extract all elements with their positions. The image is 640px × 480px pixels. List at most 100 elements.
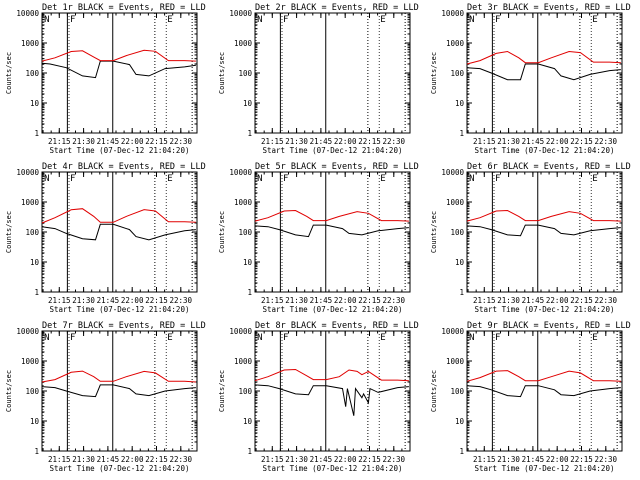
x-tick-label: 21:45 xyxy=(522,296,545,305)
marker-f: F xyxy=(495,333,500,343)
series-lld-line xyxy=(254,209,409,222)
plot-title: Det 8r BLACK = Events, RED = LLD xyxy=(255,321,419,331)
plot-frame xyxy=(254,12,411,134)
series-lld-line xyxy=(254,368,409,382)
series-lld-line xyxy=(41,49,196,62)
y-tick-label: 10000 xyxy=(229,327,252,336)
y-tick-label: 1000 xyxy=(234,198,253,207)
detector-plot-9: Det 9r BLACK = Events, RED = LLD 1 10 100 10… xyxy=(430,321,631,473)
y-tick-label: 1000 xyxy=(446,357,465,366)
plot-frame xyxy=(466,330,623,452)
plot-frame xyxy=(41,171,198,293)
y-tick-label: 100 xyxy=(25,228,39,237)
x-tick-label: 22:30 xyxy=(383,455,406,464)
x-axis-label: Start Time (07-Dec-12 21:04:20) xyxy=(50,464,190,473)
x-tick-label: 22:15 xyxy=(570,296,593,305)
y-tick-label: 1000 xyxy=(446,39,465,48)
x-tick-label: 22:00 xyxy=(334,137,357,146)
series-lld-line xyxy=(41,208,196,224)
y-tick-label: 10 xyxy=(243,99,253,108)
y-axis-label: Counts/sec xyxy=(430,52,438,94)
marker-n: N xyxy=(469,333,474,343)
marker-n: N xyxy=(44,15,49,25)
marker-e: E xyxy=(380,15,385,25)
y-tick-label: 1000 xyxy=(234,357,253,366)
y-tick-label: 10 xyxy=(30,99,40,108)
x-axis-label: Start Time (07-Dec-12 21:04:20) xyxy=(263,305,403,314)
x-tick-label: 22:15 xyxy=(570,455,593,464)
series-lld-line xyxy=(41,370,196,383)
y-tick-label: 10 xyxy=(30,417,40,426)
y-axis-label: Counts/sec xyxy=(218,370,226,412)
marker-n: N xyxy=(257,174,262,184)
x-tick-label: 21:45 xyxy=(97,137,120,146)
plot-title: Det 6r BLACK = Events, RED = LLD xyxy=(467,162,631,172)
x-tick-label: 21:30 xyxy=(497,137,520,146)
series-lld-line xyxy=(466,370,621,382)
plot-title: Det 4r BLACK = Events, RED = LLD xyxy=(42,162,206,172)
x-tick-label: 21:45 xyxy=(97,296,120,305)
marker-f: F xyxy=(495,15,500,25)
y-tick-label: 10 xyxy=(455,99,465,108)
x-tick-label: 22:00 xyxy=(121,296,144,305)
y-tick-label: 1 xyxy=(34,447,39,456)
y-tick-label: 1000 xyxy=(446,198,465,207)
x-tick-label: 22:15 xyxy=(145,455,168,464)
x-tick-label: 22:15 xyxy=(570,137,593,146)
marker-e: E xyxy=(167,174,172,184)
y-tick-label: 1 xyxy=(459,129,464,138)
x-tick-label: 21:30 xyxy=(497,455,520,464)
x-tick-label: 21:15 xyxy=(48,296,71,305)
x-tick-label: 22:15 xyxy=(358,137,381,146)
x-tick-label: 22:00 xyxy=(546,296,569,305)
marker-e: E xyxy=(380,333,385,343)
x-tick-label: 22:30 xyxy=(170,296,193,305)
series-events-line xyxy=(466,63,621,81)
x-tick-label: 21:15 xyxy=(48,137,71,146)
y-tick-label: 10000 xyxy=(441,327,464,336)
y-tick-label: 1000 xyxy=(234,39,253,48)
x-tick-label: 22:00 xyxy=(121,455,144,464)
plot-title: Det 7r BLACK = Events, RED = LLD xyxy=(42,321,206,331)
x-tick-label: 21:45 xyxy=(522,455,545,464)
series-events-line xyxy=(254,224,409,238)
y-tick-label: 10000 xyxy=(441,168,464,177)
marker-f: F xyxy=(283,333,288,343)
x-tick-label: 22:15 xyxy=(358,455,381,464)
marker-f: F xyxy=(283,174,288,184)
x-tick-label: 22:15 xyxy=(358,296,381,305)
y-axis-label: Counts/sec xyxy=(430,211,438,253)
x-tick-label: 22:30 xyxy=(595,137,618,146)
x-tick-label: 22:30 xyxy=(170,137,193,146)
series-events-line xyxy=(466,385,621,398)
y-tick-label: 100 xyxy=(450,228,464,237)
x-tick-label: 21:30 xyxy=(285,455,308,464)
y-axis-label: Counts/sec xyxy=(218,211,226,253)
x-tick-label: 21:15 xyxy=(473,455,496,464)
detector-plot-5: Det 5r BLACK = Events, RED = LLD 1 10 100 10… xyxy=(218,162,419,314)
y-tick-label: 1 xyxy=(247,129,252,138)
x-tick-label: 21:15 xyxy=(48,455,71,464)
plot-frame xyxy=(254,330,411,452)
x-axis-label: Start Time (07-Dec-12 21:04:20) xyxy=(50,305,190,314)
plot-title: Det 9r BLACK = Events, RED = LLD xyxy=(467,321,631,331)
series-events-line xyxy=(466,224,621,237)
x-tick-label: 21:30 xyxy=(72,455,95,464)
plot-title: Det 1r BLACK = Events, RED = LLD xyxy=(42,3,206,13)
detector-plot-6: Det 6r BLACK = Events, RED = LLD 1 10 100 10… xyxy=(430,162,631,314)
y-tick-label: 100 xyxy=(238,228,252,237)
x-tick-label: 21:30 xyxy=(72,296,95,305)
plot-frame xyxy=(466,171,623,293)
y-tick-label: 1 xyxy=(34,288,39,297)
y-tick-label: 1000 xyxy=(21,357,40,366)
x-tick-label: 21:15 xyxy=(261,455,284,464)
series-lld-line xyxy=(466,209,621,222)
x-tick-label: 21:30 xyxy=(285,296,308,305)
plot-title: Det 5r BLACK = Events, RED = LLD xyxy=(255,162,419,172)
series-events-line xyxy=(254,384,409,416)
marker-f: F xyxy=(70,333,75,343)
detector-plot-3: Det 3r BLACK = Events, RED = LLD 1 10 100 10… xyxy=(430,3,631,155)
x-tick-label: 21:45 xyxy=(310,296,333,305)
x-tick-label: 22:00 xyxy=(546,137,569,146)
